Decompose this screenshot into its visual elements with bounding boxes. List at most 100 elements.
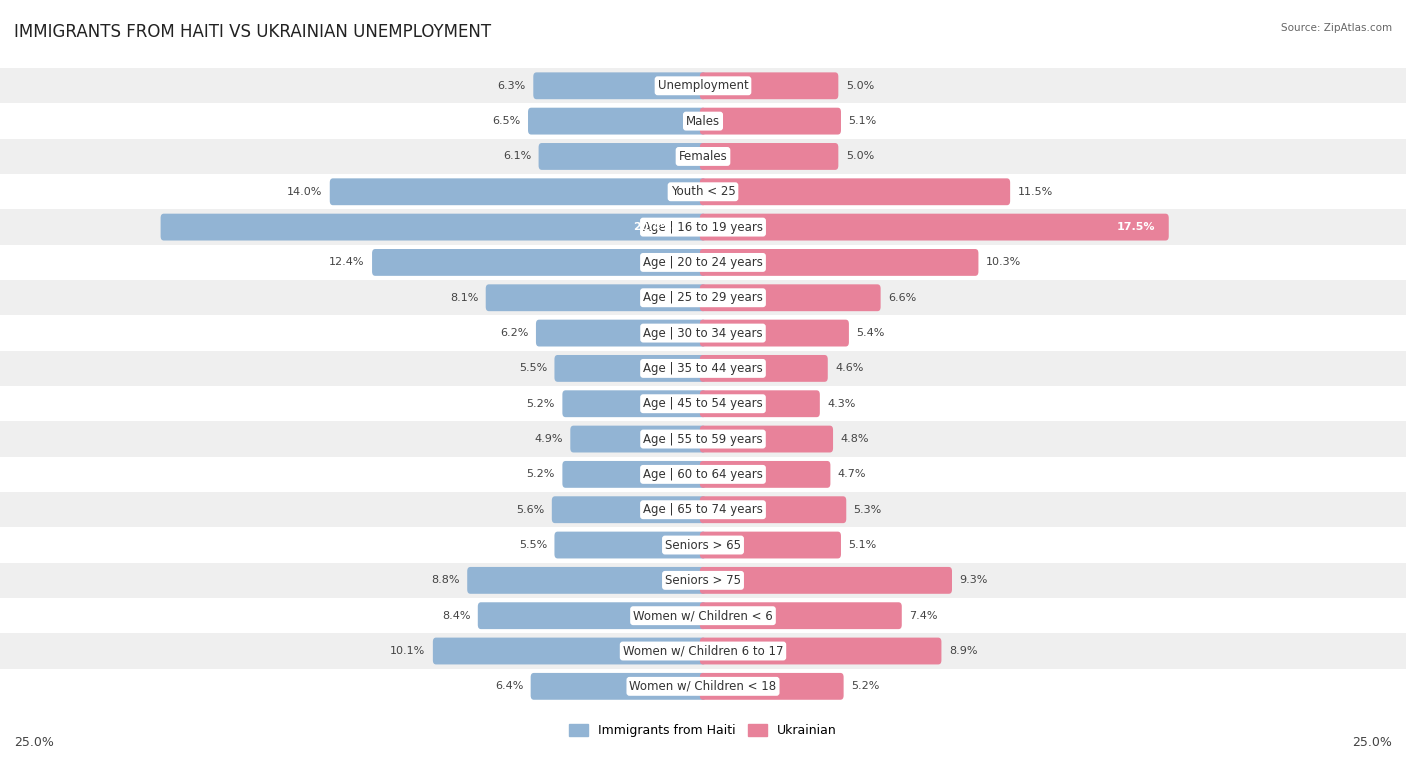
FancyBboxPatch shape [373, 249, 706, 276]
Text: Women w/ Children < 6: Women w/ Children < 6 [633, 609, 773, 622]
Text: Age | 55 to 59 years: Age | 55 to 59 years [643, 432, 763, 446]
FancyBboxPatch shape [700, 673, 844, 699]
Text: 4.6%: 4.6% [835, 363, 863, 373]
Text: 8.1%: 8.1% [450, 293, 478, 303]
Text: 6.6%: 6.6% [889, 293, 917, 303]
Text: Age | 30 to 34 years: Age | 30 to 34 years [643, 326, 763, 340]
Text: 6.2%: 6.2% [501, 328, 529, 338]
Text: 20.4%: 20.4% [633, 222, 671, 232]
Bar [0, 492, 1406, 528]
Bar [0, 139, 1406, 174]
Text: 11.5%: 11.5% [1018, 187, 1053, 197]
Text: Age | 35 to 44 years: Age | 35 to 44 years [643, 362, 763, 375]
FancyBboxPatch shape [700, 179, 1010, 205]
Text: 9.3%: 9.3% [959, 575, 988, 585]
Text: Age | 60 to 64 years: Age | 60 to 64 years [643, 468, 763, 481]
Bar [0, 456, 1406, 492]
FancyBboxPatch shape [554, 355, 706, 382]
FancyBboxPatch shape [700, 531, 841, 559]
Text: 6.5%: 6.5% [492, 116, 520, 126]
Bar [0, 668, 1406, 704]
Text: Males: Males [686, 114, 720, 128]
FancyBboxPatch shape [533, 73, 706, 99]
Text: Unemployment: Unemployment [658, 79, 748, 92]
FancyBboxPatch shape [700, 391, 820, 417]
Text: 25.0%: 25.0% [14, 737, 53, 749]
Bar [0, 245, 1406, 280]
Text: 8.9%: 8.9% [949, 646, 977, 656]
Text: Source: ZipAtlas.com: Source: ZipAtlas.com [1281, 23, 1392, 33]
FancyBboxPatch shape [700, 461, 831, 488]
Text: Seniors > 65: Seniors > 65 [665, 538, 741, 552]
Text: Females: Females [679, 150, 727, 163]
Text: Age | 65 to 74 years: Age | 65 to 74 years [643, 503, 763, 516]
Text: Women w/ Children < 18: Women w/ Children < 18 [630, 680, 776, 693]
Text: 5.5%: 5.5% [519, 540, 547, 550]
Text: 25.0%: 25.0% [1353, 737, 1392, 749]
Text: 7.4%: 7.4% [910, 611, 938, 621]
Text: Youth < 25: Youth < 25 [671, 185, 735, 198]
Text: 4.8%: 4.8% [841, 434, 869, 444]
Text: 8.4%: 8.4% [441, 611, 471, 621]
FancyBboxPatch shape [538, 143, 706, 170]
Text: Seniors > 75: Seniors > 75 [665, 574, 741, 587]
Bar [0, 598, 1406, 634]
Text: 4.9%: 4.9% [534, 434, 562, 444]
Text: 4.7%: 4.7% [838, 469, 866, 479]
Text: 5.0%: 5.0% [846, 81, 875, 91]
FancyBboxPatch shape [467, 567, 706, 593]
Legend: Immigrants from Haiti, Ukrainian: Immigrants from Haiti, Ukrainian [564, 719, 842, 743]
FancyBboxPatch shape [529, 107, 706, 135]
FancyBboxPatch shape [330, 179, 706, 205]
FancyBboxPatch shape [478, 603, 706, 629]
Text: 5.6%: 5.6% [516, 505, 544, 515]
FancyBboxPatch shape [700, 319, 849, 347]
Bar [0, 350, 1406, 386]
FancyBboxPatch shape [571, 425, 706, 453]
Text: 5.5%: 5.5% [519, 363, 547, 373]
Bar [0, 528, 1406, 562]
FancyBboxPatch shape [700, 567, 952, 593]
Bar [0, 422, 1406, 456]
FancyBboxPatch shape [700, 285, 880, 311]
Text: 6.1%: 6.1% [503, 151, 531, 161]
FancyBboxPatch shape [536, 319, 706, 347]
Text: Age | 20 to 24 years: Age | 20 to 24 years [643, 256, 763, 269]
Bar [0, 280, 1406, 316]
Text: 17.5%: 17.5% [1116, 222, 1154, 232]
FancyBboxPatch shape [554, 531, 706, 559]
Bar [0, 634, 1406, 668]
Text: 5.2%: 5.2% [851, 681, 879, 691]
Text: 5.1%: 5.1% [848, 540, 876, 550]
Bar [0, 104, 1406, 139]
FancyBboxPatch shape [700, 603, 901, 629]
Text: IMMIGRANTS FROM HAITI VS UKRAINIAN UNEMPLOYMENT: IMMIGRANTS FROM HAITI VS UKRAINIAN UNEMP… [14, 23, 491, 41]
FancyBboxPatch shape [700, 107, 841, 135]
FancyBboxPatch shape [160, 213, 706, 241]
Text: Women w/ Children 6 to 17: Women w/ Children 6 to 17 [623, 644, 783, 658]
Bar [0, 562, 1406, 598]
Text: 10.3%: 10.3% [986, 257, 1021, 267]
Text: Age | 16 to 19 years: Age | 16 to 19 years [643, 220, 763, 234]
Text: 14.0%: 14.0% [287, 187, 322, 197]
Text: 10.1%: 10.1% [391, 646, 426, 656]
FancyBboxPatch shape [700, 497, 846, 523]
Text: 5.2%: 5.2% [527, 469, 555, 479]
Text: 5.0%: 5.0% [846, 151, 875, 161]
Text: 5.4%: 5.4% [856, 328, 884, 338]
FancyBboxPatch shape [700, 355, 828, 382]
FancyBboxPatch shape [700, 425, 832, 453]
Bar [0, 316, 1406, 350]
Text: Age | 45 to 54 years: Age | 45 to 54 years [643, 397, 763, 410]
Text: 6.3%: 6.3% [498, 81, 526, 91]
FancyBboxPatch shape [562, 461, 706, 488]
FancyBboxPatch shape [530, 673, 706, 699]
Bar [0, 210, 1406, 245]
Text: 4.3%: 4.3% [827, 399, 856, 409]
Text: 6.4%: 6.4% [495, 681, 523, 691]
Bar [0, 68, 1406, 104]
FancyBboxPatch shape [433, 637, 706, 665]
FancyBboxPatch shape [700, 249, 979, 276]
FancyBboxPatch shape [551, 497, 706, 523]
FancyBboxPatch shape [700, 637, 942, 665]
